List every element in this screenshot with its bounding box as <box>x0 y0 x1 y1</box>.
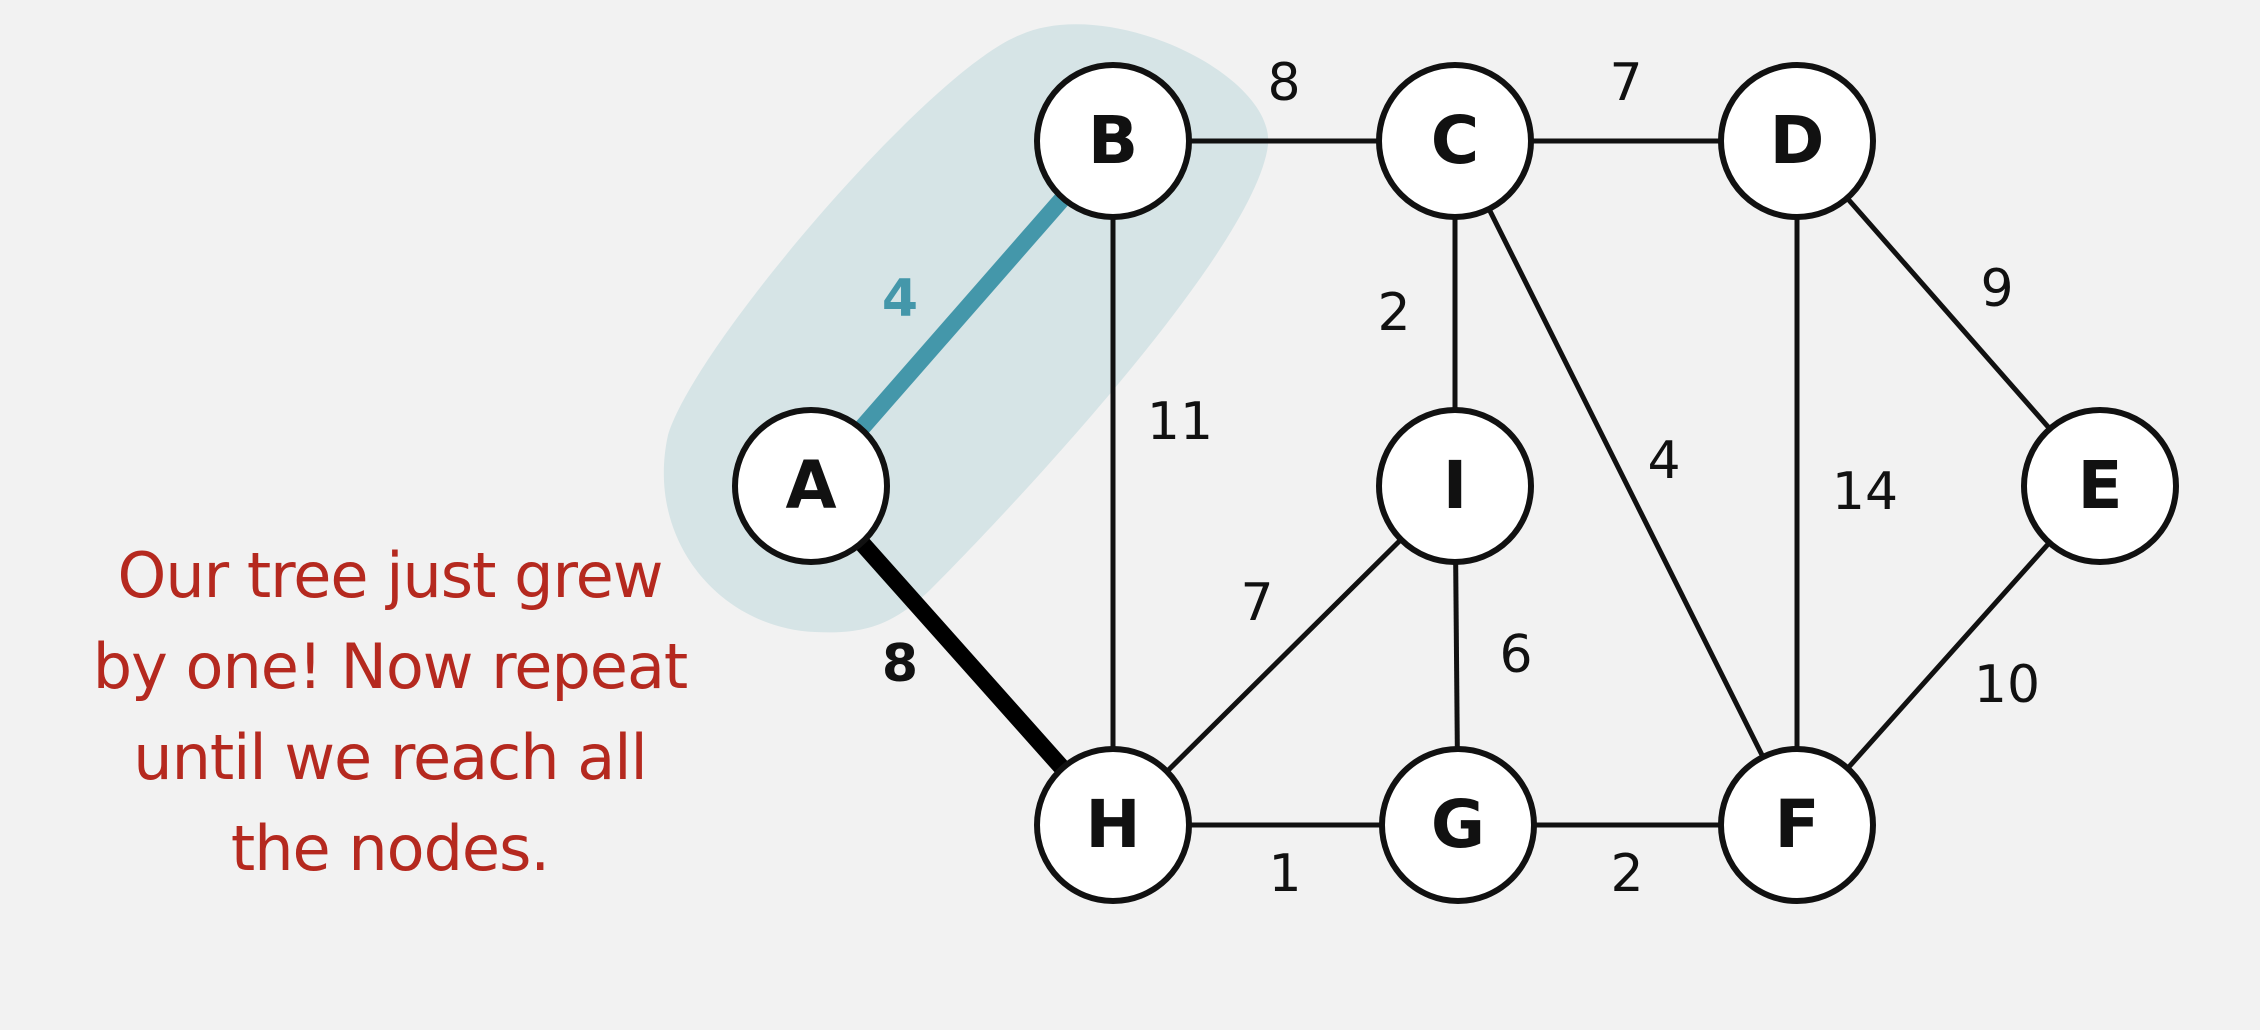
edge-weight-d-e: 9 <box>1980 259 2013 319</box>
node-label: A <box>785 447 836 524</box>
node-label: F <box>1774 786 1819 863</box>
edge-c-f <box>1452 139 1800 827</box>
node-label: D <box>1770 102 1825 179</box>
edge-weight-h-g: 1 <box>1268 844 1301 904</box>
edge-weight-h-i: 7 <box>1240 573 1273 633</box>
node-circle <box>1379 746 1537 904</box>
edge-weight-b-c: 8 <box>1267 53 1300 113</box>
node-label: C <box>1431 102 1479 179</box>
node-circle <box>1376 407 1534 565</box>
edge-h-i <box>1111 484 1457 827</box>
weights-layer: 4 8 8 11 7 2 4 9 14 10 7 6 1 2 <box>882 53 2040 904</box>
node-e: E <box>2021 407 2179 565</box>
node-i: I <box>1376 407 1534 565</box>
nodes-layer: A B C D E F G H I <box>732 62 2179 904</box>
edge-weight-d-f: 14 <box>1832 462 1898 522</box>
node-f: F <box>1718 746 1876 904</box>
node-circle <box>1376 62 1534 220</box>
node-label: I <box>1443 447 1468 524</box>
edge-weight-c-i: 2 <box>1377 283 1410 343</box>
edge-weight-e-f: 10 <box>1974 655 2040 715</box>
node-g: G <box>1379 746 1537 904</box>
edge-weight-a-b: 4 <box>882 269 918 329</box>
node-label: H <box>1085 786 1140 863</box>
node-circle <box>732 407 890 565</box>
node-circle <box>2021 407 2179 565</box>
node-label: G <box>1431 786 1485 863</box>
node-c: C <box>1376 62 1534 220</box>
edge-weight-g-f: 2 <box>1610 844 1643 904</box>
node-circle <box>1718 746 1876 904</box>
node-circle <box>1034 746 1192 904</box>
node-circle <box>1034 62 1192 220</box>
edge-weight-i-g: 6 <box>1499 625 1532 685</box>
node-label: E <box>2077 447 2122 524</box>
node-circle <box>1718 62 1876 220</box>
edge-weight-c-d: 7 <box>1609 53 1642 113</box>
edge-weight-b-h: 11 <box>1147 392 1213 452</box>
node-h: H <box>1034 746 1192 904</box>
edge-weight-c-f: 4 <box>1647 431 1680 491</box>
node-b: B <box>1034 62 1192 220</box>
caption-text: Our tree just grew by one! Now repeat un… <box>92 539 689 885</box>
node-d: D <box>1718 62 1876 220</box>
node-a: A <box>732 407 890 565</box>
node-label: B <box>1088 102 1138 179</box>
edge-weight-a-h: 8 <box>882 634 918 694</box>
